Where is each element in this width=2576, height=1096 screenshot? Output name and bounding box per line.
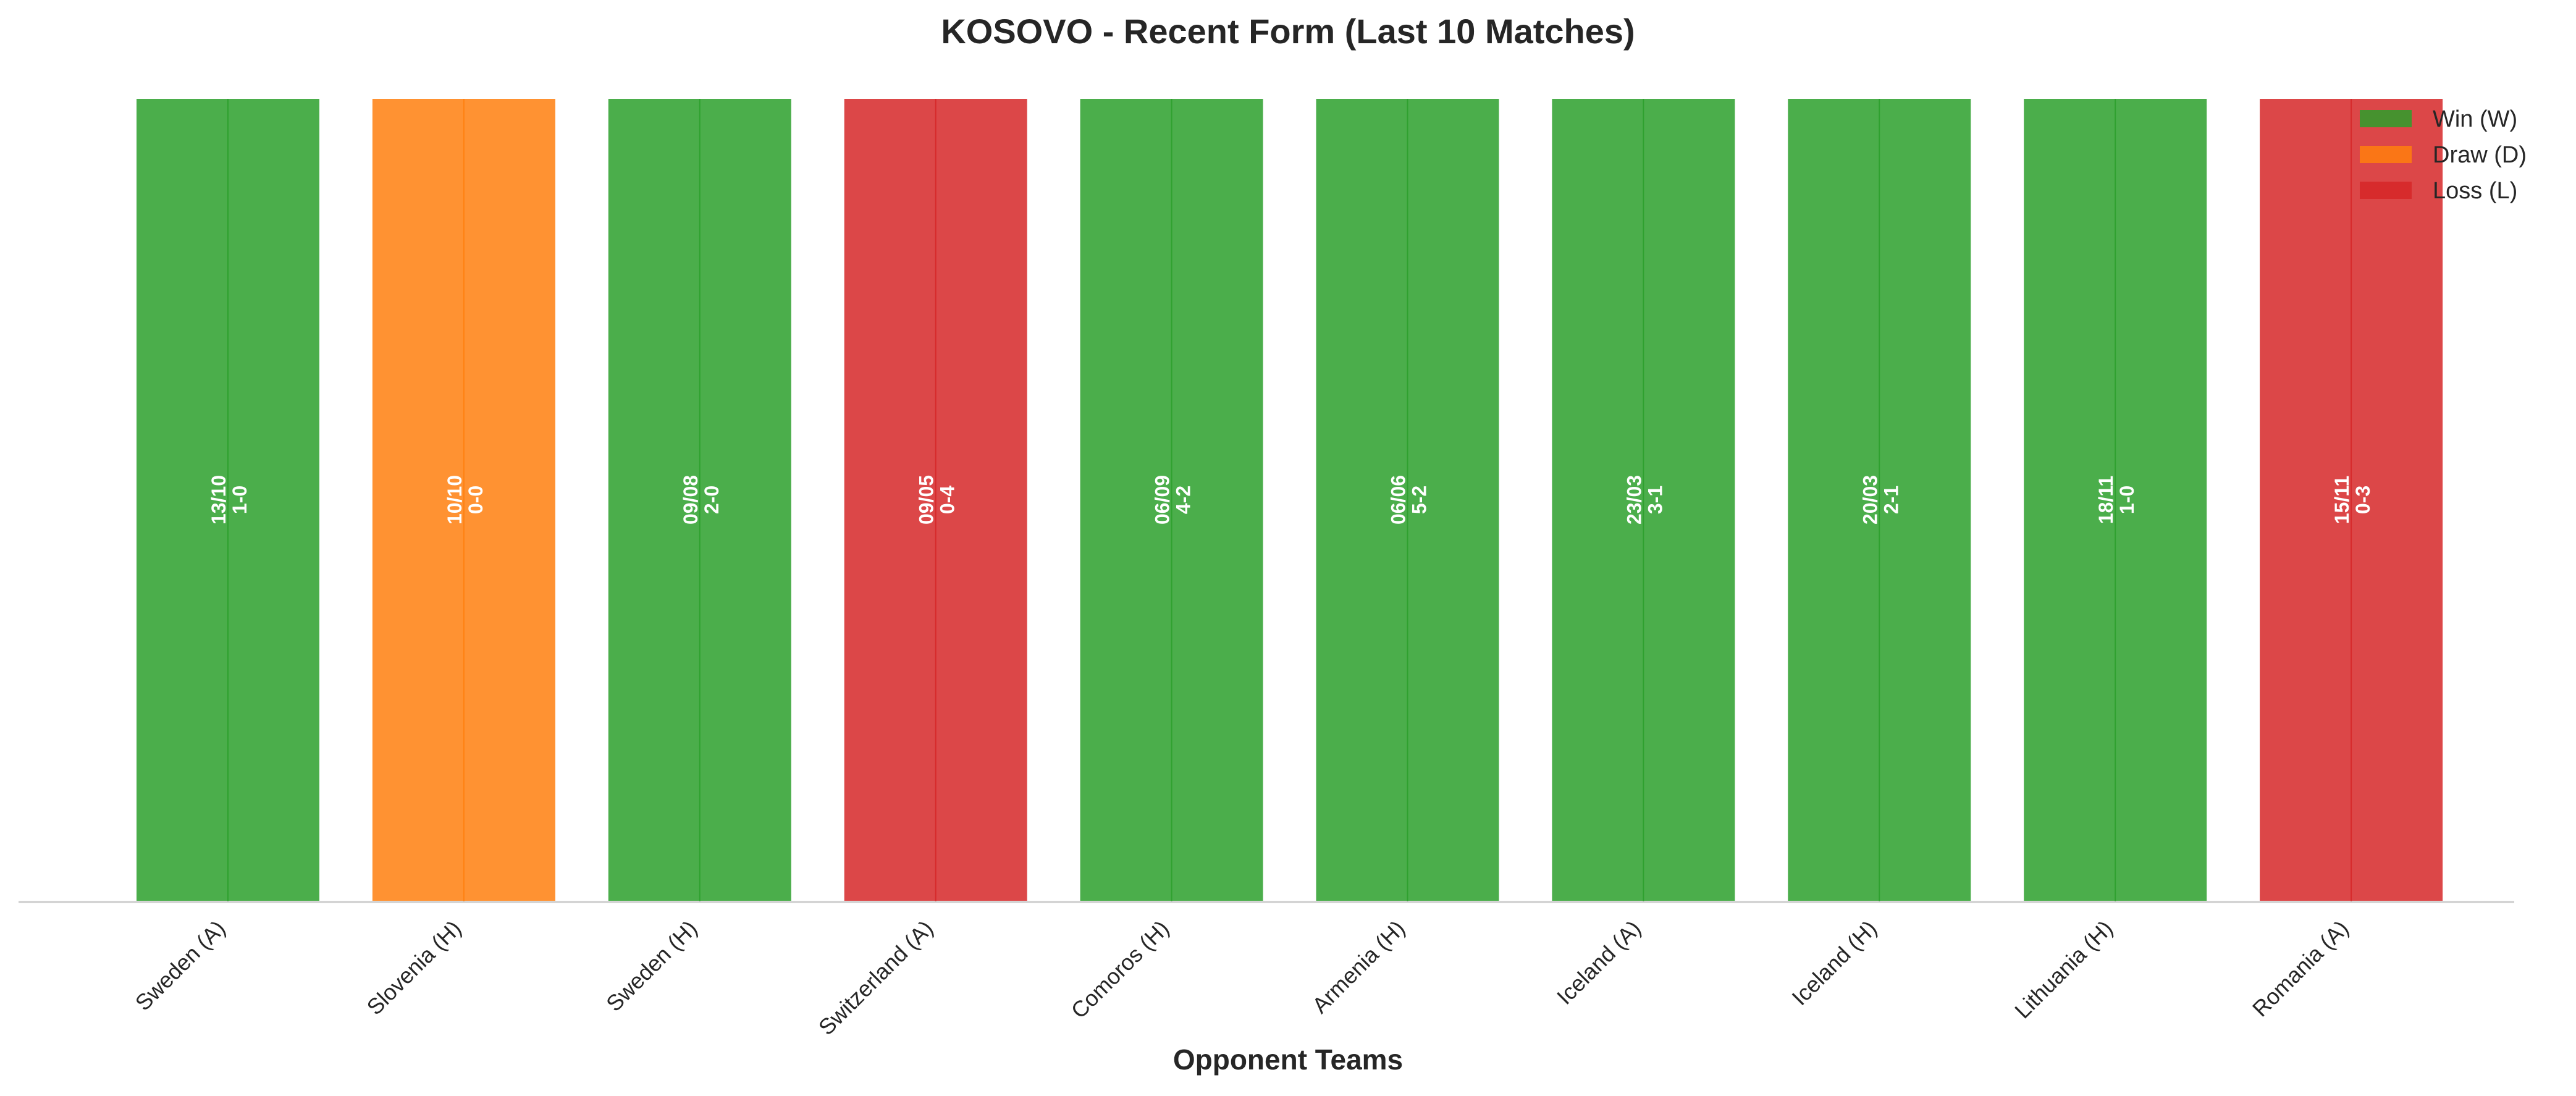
bar-date: 09/05 <box>915 475 938 525</box>
bar-label-3: 09/082-0 <box>680 475 723 525</box>
bar-label-9: 18/111-0 <box>2095 476 2138 524</box>
x-tick-label: Iceland (H) <box>1787 916 1881 1010</box>
x-tick-label: Slovenia (H) <box>362 916 466 1020</box>
x-tick-label: Comoros (H) <box>1066 916 1174 1024</box>
bar-score: 5-2 <box>1408 486 1431 514</box>
bar-label-4: 09/050-4 <box>915 475 959 525</box>
bar-date: 23/03 <box>1623 475 1645 525</box>
bar-label-10: 15/110-3 <box>2331 476 2374 524</box>
x-tick-label: Sweden (A) <box>130 916 230 1016</box>
bars-layer <box>134 96 2446 903</box>
legend: Win (W) Draw (D) Loss (L) <box>2360 106 2527 204</box>
legend-swatch-l <box>2360 182 2412 199</box>
bar-label-5: 06/094-2 <box>1151 475 1195 525</box>
bar-date: 13/10 <box>208 475 230 525</box>
chart-title: KOSOVO - Recent Form (Last 10 Matches) <box>941 12 1635 51</box>
bar-score: 0-3 <box>2352 486 2374 514</box>
bar-score: 4-2 <box>1172 486 1195 514</box>
bar-score: 2-0 <box>701 486 723 514</box>
legend-label-d: Draw (D) <box>2433 142 2527 168</box>
bar-label-8: 20/032-1 <box>1859 475 1902 525</box>
bar-date: 20/03 <box>1859 475 1881 525</box>
bar-date: 09/08 <box>680 475 702 525</box>
x-tick-label: Switzerland (A) <box>814 916 938 1040</box>
bar-date: 06/09 <box>1151 475 1174 525</box>
x-axis-label: Opponent Teams <box>1173 1043 1403 1076</box>
bar-score: 1-0 <box>2116 486 2138 514</box>
bar-label-1: 13/101-0 <box>208 475 251 525</box>
bar-date: 06/06 <box>1387 475 1410 525</box>
bar-date: 18/11 <box>2095 476 2117 524</box>
legend-label-w: Win (W) <box>2433 106 2517 132</box>
x-tick-label: Lithuania (H) <box>2010 916 2118 1024</box>
legend-swatch-d <box>2360 146 2412 163</box>
x-tick-label: Armenia (H) <box>1307 916 1410 1018</box>
bar-date: 15/11 <box>2331 476 2353 524</box>
x-tick-label: Sweden (H) <box>601 916 702 1016</box>
bar-label-7: 23/033-1 <box>1623 475 1666 525</box>
x-tick-label: Iceland (A) <box>1552 916 1646 1010</box>
x-tick-labels: Sweden (A) Slovenia (H) Sweden (H) Switzerl… <box>130 916 2354 1040</box>
bar-label-6: 06/065-2 <box>1387 475 1431 525</box>
bar-label-2: 10/100-0 <box>444 475 487 525</box>
x-tick-label: Romania (A) <box>2247 916 2354 1022</box>
legend-label-l: Loss (L) <box>2433 178 2517 204</box>
bar-score: 1-0 <box>229 486 251 514</box>
bar-date: 10/10 <box>444 475 466 525</box>
bar-score: 2-1 <box>1880 486 1902 514</box>
bar-score: 0-0 <box>465 486 487 514</box>
bar-labels-layer: 13/101-0 10/100-0 09/082-0 09/050-4 06/094-2… <box>208 475 2374 525</box>
bar-score: 0-4 <box>937 486 959 514</box>
legend-swatch-w <box>2360 110 2412 127</box>
bar-score: 3-1 <box>1644 486 1666 514</box>
